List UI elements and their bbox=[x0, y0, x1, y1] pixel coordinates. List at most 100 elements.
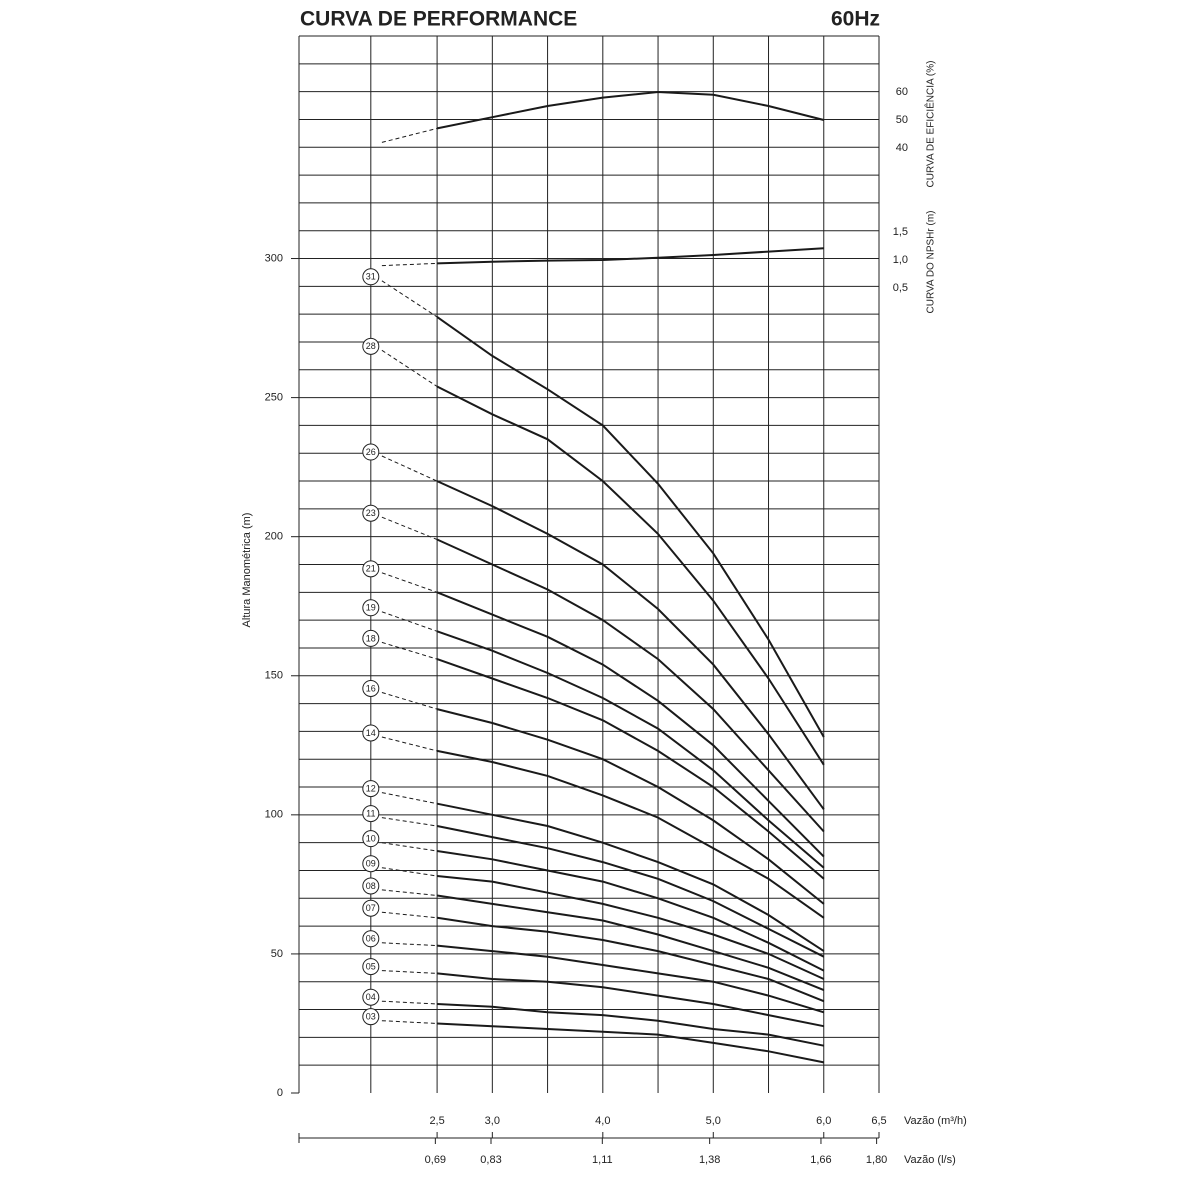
curve-dashed bbox=[381, 889, 438, 896]
x-tick-label: 6,5 bbox=[871, 1115, 886, 1127]
curve bbox=[436, 850, 825, 972]
curve bbox=[436, 875, 825, 980]
legend-marker bbox=[362, 930, 380, 948]
curve-dashed bbox=[381, 262, 438, 267]
x-axis-label: Vazão (m³/h) bbox=[904, 1115, 967, 1127]
curve-dashed bbox=[381, 127, 438, 143]
curve-dashed bbox=[381, 516, 438, 540]
chart-title: CURVA DE PERFORMANCE bbox=[300, 8, 577, 31]
x-tick-label: 2,5 bbox=[429, 1115, 444, 1127]
curve-dashed bbox=[381, 572, 438, 593]
curve-dashed bbox=[381, 736, 438, 752]
curve-dashed bbox=[381, 970, 438, 974]
legend-label: 11 bbox=[366, 808, 375, 818]
curve-dashed bbox=[381, 611, 438, 632]
curve bbox=[436, 972, 824, 1028]
y2-tick-label: 40 bbox=[896, 142, 908, 154]
y2-tick-label: 1,5 bbox=[893, 226, 908, 238]
legend-label: 21 bbox=[366, 564, 376, 574]
curve-dashed bbox=[381, 349, 438, 387]
legend-marker bbox=[362, 899, 380, 917]
y-tick-label: 100 bbox=[265, 809, 283, 821]
curve bbox=[437, 1022, 824, 1064]
curve-dashed bbox=[381, 1000, 438, 1005]
x-tick-label: 6,0 bbox=[816, 1115, 831, 1127]
curve bbox=[436, 591, 825, 858]
legend-marker bbox=[362, 830, 380, 848]
curve bbox=[436, 90, 825, 130]
curve bbox=[436, 825, 825, 958]
curve bbox=[436, 916, 825, 1003]
legend-label: 14 bbox=[366, 728, 376, 738]
x2-tick-label: 0,83 bbox=[480, 1154, 501, 1166]
legend-marker bbox=[362, 504, 380, 522]
legend-label: 19 bbox=[366, 603, 376, 613]
legend-marker bbox=[362, 679, 380, 697]
curve bbox=[436, 708, 825, 905]
curve-dashed bbox=[381, 792, 438, 805]
legend-label: 10 bbox=[366, 834, 376, 844]
y2-tick-label: 60 bbox=[896, 86, 908, 98]
curve-dashed bbox=[381, 817, 438, 827]
legend-marker bbox=[362, 958, 380, 976]
curve-dashed bbox=[381, 641, 438, 660]
curve-dashed bbox=[381, 455, 438, 482]
x2-tick-label: 1,11 bbox=[592, 1154, 613, 1166]
legend-label: 31 bbox=[366, 272, 376, 282]
curve bbox=[437, 1003, 824, 1047]
y-tick-label: 50 bbox=[271, 948, 283, 960]
legend-label: 09 bbox=[366, 859, 376, 869]
y3-axis-label: CURVA DO NPSHr (m) bbox=[926, 211, 937, 314]
y-axis-label: Altura Manométrica (m) bbox=[241, 513, 253, 628]
legend-marker bbox=[362, 724, 380, 742]
legend-marker bbox=[362, 268, 380, 286]
curve bbox=[437, 944, 825, 1014]
y-tick-label: 0 bbox=[277, 1087, 283, 1099]
legend-marker bbox=[362, 877, 380, 895]
curve-dashed bbox=[381, 942, 438, 947]
legend-marker bbox=[362, 780, 380, 798]
curve-dashed bbox=[381, 692, 438, 710]
legend-label: 18 bbox=[366, 633, 376, 643]
y-tick-label: 300 bbox=[265, 252, 283, 264]
legend-label: 23 bbox=[366, 508, 376, 518]
y-tick-label: 150 bbox=[265, 670, 283, 682]
legend-label: 26 bbox=[366, 447, 376, 457]
x-tick-label: 4,0 bbox=[595, 1115, 610, 1127]
curve bbox=[436, 538, 825, 833]
x2-tick-label: 0,69 bbox=[425, 1154, 446, 1166]
y-tick-label: 200 bbox=[265, 531, 283, 543]
curve bbox=[436, 316, 825, 738]
x2-tick-label: 1,38 bbox=[699, 1154, 720, 1166]
curve-dashed bbox=[381, 842, 438, 852]
curve-dashed bbox=[381, 1020, 438, 1024]
legend-marker bbox=[362, 805, 380, 823]
curve bbox=[436, 749, 825, 919]
curve bbox=[436, 802, 825, 952]
legend-label: 05 bbox=[366, 961, 376, 971]
legend-label: 07 bbox=[366, 903, 376, 913]
y2-tick-label: 1,0 bbox=[893, 254, 908, 266]
curve bbox=[436, 480, 825, 810]
legend-marker bbox=[362, 560, 380, 578]
curve bbox=[436, 894, 825, 992]
y2-tick-label: 0,5 bbox=[893, 282, 908, 294]
legend-marker bbox=[362, 337, 380, 355]
legend-marker bbox=[362, 855, 380, 873]
y2-axis-label: CURVA DE EFICIÊNCIA (%) bbox=[924, 61, 937, 188]
legend-label: 16 bbox=[366, 683, 376, 693]
x2-tick-label: 1,66 bbox=[810, 1154, 831, 1166]
legend-marker bbox=[362, 988, 380, 1006]
curve bbox=[437, 247, 824, 265]
legend-label: 06 bbox=[366, 934, 376, 944]
legend-label: 08 bbox=[366, 881, 376, 891]
legend-marker bbox=[362, 599, 380, 617]
curve-dashed bbox=[381, 867, 438, 877]
legend-label: 12 bbox=[366, 783, 376, 793]
x2-tick-label: 1,80 bbox=[866, 1154, 887, 1166]
curve bbox=[436, 385, 825, 766]
legend-marker bbox=[362, 629, 380, 647]
legend-marker bbox=[362, 1008, 380, 1026]
